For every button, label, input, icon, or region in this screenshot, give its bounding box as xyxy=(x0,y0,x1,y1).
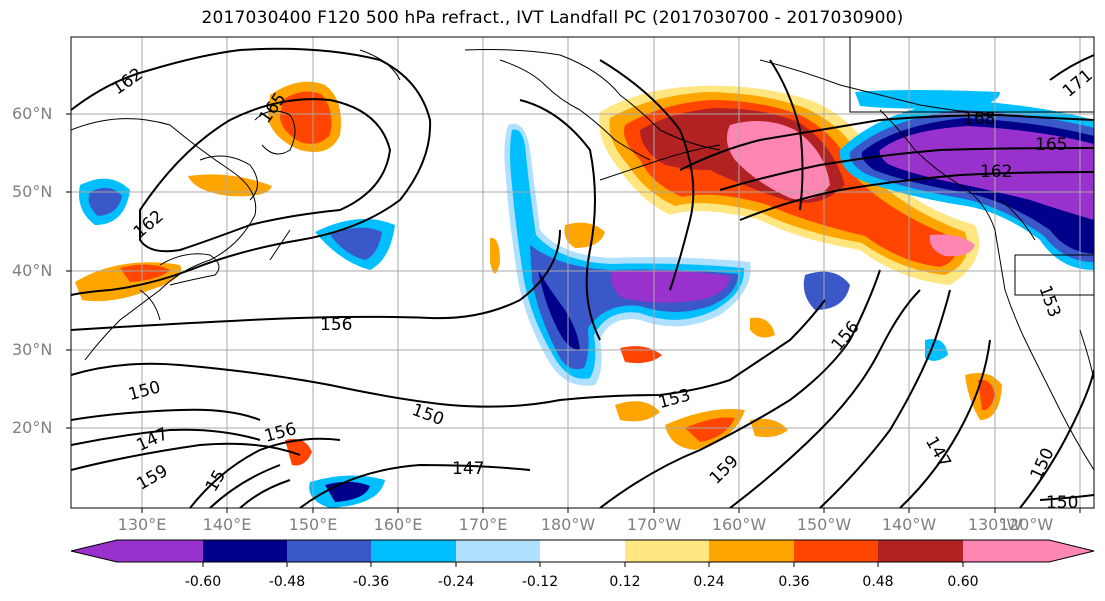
colorbar xyxy=(70,539,1095,567)
axis-ticks xyxy=(66,113,1081,513)
colorbar-tick-label: 0.12 xyxy=(609,574,641,590)
positive-anomaly-region xyxy=(929,234,975,257)
negative-anomaly-region xyxy=(88,187,122,216)
lon-label: 140°E xyxy=(202,515,252,534)
lon-label: 130°W xyxy=(967,515,1023,534)
lon-label: 150°E xyxy=(288,515,338,534)
map-frame xyxy=(70,36,1095,509)
colorbar-tick-label: -0.36 xyxy=(352,574,390,590)
lon-label: 140°W xyxy=(881,515,937,534)
colorbar-cell xyxy=(371,540,456,562)
positive-anomaly-region xyxy=(564,222,605,248)
colorbar-cell xyxy=(203,540,287,562)
colorbar-cell xyxy=(625,540,709,562)
colorbar-cell xyxy=(963,540,1049,562)
colorbar-cell xyxy=(709,540,794,562)
colorbar-tick-label: -0.12 xyxy=(521,574,559,590)
positive-anomaly-region xyxy=(490,237,500,274)
contour-label: 147 xyxy=(452,459,484,479)
lon-label: 160°E xyxy=(373,515,423,534)
lat-label: 20°N xyxy=(12,418,53,437)
positive-anomaly-region xyxy=(978,379,995,411)
colorbar-cell xyxy=(878,540,963,562)
colorbar-cell xyxy=(794,540,878,562)
positive-anomaly-region xyxy=(750,317,775,338)
colorbar-tick-label: 0.36 xyxy=(778,574,810,590)
lon-label: 170°W xyxy=(626,515,682,534)
colorbar-extend-min xyxy=(71,540,117,562)
positive-anomaly-region xyxy=(120,264,170,282)
lon-label: 130°E xyxy=(117,515,167,534)
lat-label: 50°N xyxy=(12,182,53,201)
positive-anomaly-region xyxy=(285,438,312,466)
negative-anomaly-region xyxy=(538,270,580,350)
contour-label: 150 xyxy=(1046,493,1078,513)
colorbar-tick-label: -0.48 xyxy=(268,574,306,590)
region-boxes xyxy=(849,37,1094,296)
height-contours xyxy=(71,47,1094,508)
contour-label: 156 xyxy=(320,315,352,335)
contour-label: 168 xyxy=(963,109,995,129)
colorbar-cell xyxy=(456,540,540,562)
positive-anomaly-region xyxy=(615,401,660,422)
colorbar-tick-label: -0.24 xyxy=(437,574,475,590)
positive-anomaly-region xyxy=(726,121,830,200)
lat-label: 60°N xyxy=(12,104,53,123)
colorbar-tick-label: 0.60 xyxy=(947,574,979,590)
contour-label: 165 xyxy=(1035,135,1067,155)
lon-label: 170°E xyxy=(458,515,508,534)
lat-label: 40°N xyxy=(12,261,53,280)
lon-label: 180°W xyxy=(540,515,596,534)
contour-label: 162 xyxy=(980,162,1012,182)
colorbar-tick-label: 0.48 xyxy=(862,574,894,590)
colorbar-tick-label: 0.24 xyxy=(693,574,725,590)
colorbar-extend-max xyxy=(1049,540,1094,562)
colorbar-tick-label: -0.60 xyxy=(184,574,222,590)
negative-anomaly-region xyxy=(803,271,850,310)
lon-label: 160°W xyxy=(711,515,767,534)
colorbar-cell xyxy=(117,540,203,562)
colorbar-cell xyxy=(287,540,371,562)
lon-label: 120°W xyxy=(998,515,1054,534)
negative-anomaly-region xyxy=(855,90,1000,109)
lon-label: 150°W xyxy=(796,515,852,534)
positive-anomaly-region xyxy=(280,91,332,144)
map-title: 2017030400 F120 500 hPa refract., IVT La… xyxy=(201,8,904,28)
lat-label: 30°N xyxy=(12,340,53,359)
colorbar-cell xyxy=(540,540,625,562)
positive-anomaly-region xyxy=(685,417,735,442)
negative-anomaly-region xyxy=(330,227,382,260)
